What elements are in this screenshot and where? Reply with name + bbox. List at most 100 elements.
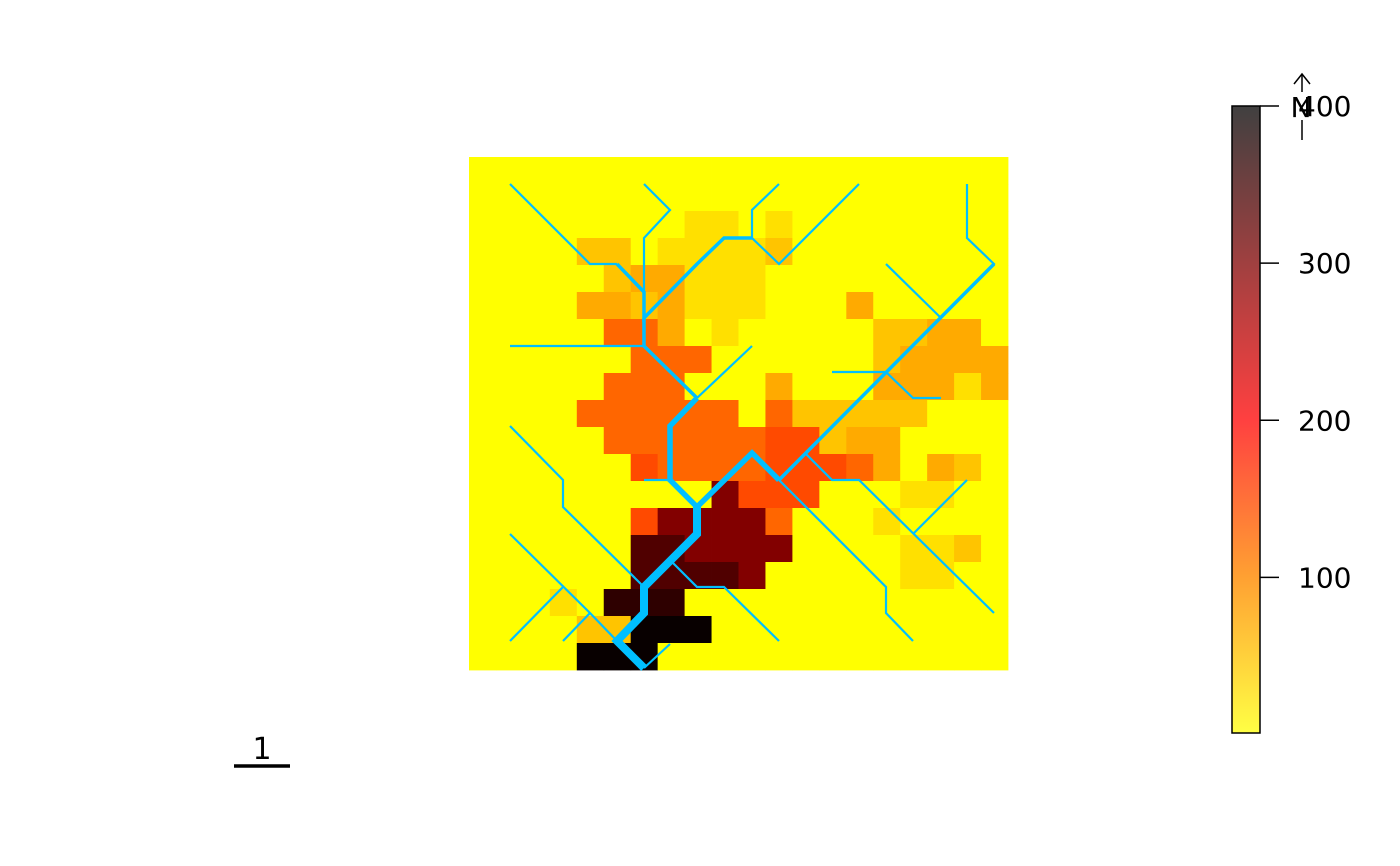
raster-cell — [954, 562, 982, 590]
raster-cell — [792, 562, 820, 590]
raster-cell — [765, 211, 793, 239]
raster-cell — [495, 508, 524, 536]
raster-cell — [469, 238, 497, 266]
raster-cell — [765, 616, 793, 644]
raster-cell — [873, 508, 901, 536]
raster-cell — [927, 589, 955, 617]
stream-segment — [669, 559, 780, 642]
raster-cell — [684, 616, 712, 644]
raster-cell — [630, 211, 659, 239]
raster-cell — [495, 454, 524, 482]
raster-cell — [900, 400, 928, 428]
raster-cell — [900, 184, 928, 212]
raster-cell — [549, 319, 578, 347]
raster-cell — [900, 643, 928, 671]
raster-cell — [469, 346, 497, 374]
raster-cell — [819, 562, 847, 590]
raster-cell — [927, 454, 955, 482]
raster-cell — [630, 481, 659, 509]
raster-cell — [495, 373, 524, 401]
raster-cell — [738, 373, 766, 401]
raster-cell — [792, 508, 820, 536]
raster-cell — [981, 319, 1009, 347]
raster-cell — [603, 400, 632, 428]
raster-cell — [657, 319, 685, 347]
raster-cell — [495, 427, 524, 455]
raster-cell — [927, 373, 955, 401]
raster-cell — [738, 454, 766, 482]
raster-cell — [603, 211, 632, 239]
raster-cell — [576, 373, 605, 401]
raster-cell — [469, 265, 497, 293]
raster-cell — [657, 643, 685, 671]
raster-cell — [657, 184, 685, 212]
raster-cell — [765, 427, 793, 455]
raster-cell — [738, 589, 766, 617]
raster-cell — [630, 427, 659, 455]
raster-cell — [603, 373, 632, 401]
raster-cell — [495, 400, 524, 428]
raster-cell — [981, 211, 1009, 239]
raster-cell — [873, 427, 901, 455]
raster-cell — [738, 535, 766, 563]
raster-cell — [522, 427, 551, 455]
raster-cell — [846, 643, 874, 671]
raster-cell — [469, 157, 497, 185]
raster-cell — [873, 481, 901, 509]
raster-cell — [765, 265, 793, 293]
raster-cell — [711, 319, 739, 347]
raster-cell — [711, 589, 739, 617]
raster-cell — [927, 643, 955, 671]
raster-cell — [576, 400, 605, 428]
raster-cell — [954, 643, 982, 671]
raster-cell — [657, 292, 685, 320]
raster-cell — [576, 616, 605, 644]
raster-cell — [603, 427, 632, 455]
raster-cell — [819, 616, 847, 644]
raster-cell — [630, 454, 659, 482]
raster-cell — [576, 481, 605, 509]
raster-cell — [549, 643, 578, 671]
raster-cell — [576, 643, 605, 671]
raster-cell — [549, 562, 578, 590]
raster-cell — [900, 481, 928, 509]
raster-cell — [954, 265, 982, 293]
raster-cell — [954, 292, 982, 320]
raster-cell — [900, 265, 928, 293]
raster-cell — [549, 454, 578, 482]
raster-cell — [469, 184, 497, 212]
raster-cell — [846, 373, 874, 401]
raster-cell — [522, 454, 551, 482]
raster-cell — [469, 481, 497, 509]
raster-cell — [981, 535, 1009, 563]
raster-cell — [603, 346, 632, 374]
raster-cell — [549, 427, 578, 455]
stream-segment — [777, 262, 996, 482]
scale-bar-label: 1 — [252, 732, 271, 767]
raster-cell — [981, 643, 1009, 671]
raster-cell — [495, 265, 524, 293]
raster-cell — [792, 157, 820, 185]
raster-cell — [657, 616, 685, 644]
raster-cell — [873, 346, 901, 374]
raster-cell — [549, 535, 578, 563]
raster-cell — [792, 481, 820, 509]
raster-cell — [819, 508, 847, 536]
raster-cell — [738, 184, 766, 212]
raster-cell — [522, 265, 551, 293]
north-arrow: N — [1291, 72, 1311, 140]
raster-cell — [954, 346, 982, 374]
raster-cell — [792, 319, 820, 347]
raster-cell — [684, 265, 712, 293]
raster-cell — [469, 292, 497, 320]
raster-cell — [765, 346, 793, 374]
raster-cell — [576, 211, 605, 239]
raster-cell — [792, 589, 820, 617]
raster-cell — [792, 211, 820, 239]
raster-cell — [954, 535, 982, 563]
raster-cell — [900, 508, 928, 536]
raster-cell — [846, 319, 874, 347]
raster-cell — [927, 427, 955, 455]
raster-cell — [469, 319, 497, 347]
